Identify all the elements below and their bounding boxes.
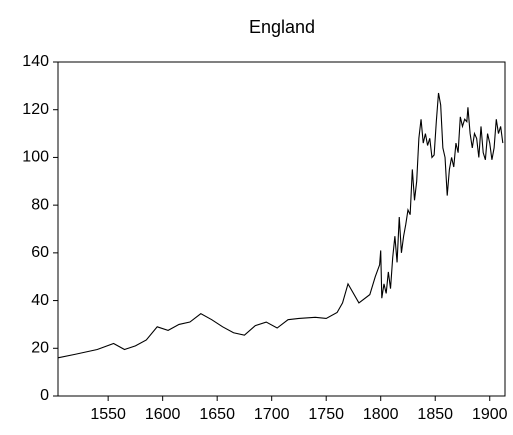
line [57, 92, 504, 359]
x-tick-label: 1900 [472, 406, 508, 423]
y-tick-label: 60 [31, 244, 49, 261]
y-tick-label: 20 [31, 340, 49, 357]
plot-frame [57, 61, 506, 397]
x-tick-label: 1800 [363, 406, 399, 423]
x-tick-label: 1750 [308, 406, 344, 423]
y-tick-label: 100 [22, 149, 49, 166]
y-tick-label: 40 [31, 292, 49, 309]
y-tick-label: 80 [31, 196, 49, 213]
x-tick-label: 1550 [90, 406, 126, 423]
chart-title: England [249, 17, 315, 37]
y-tick-label: 140 [22, 53, 49, 70]
x-tick-label: 1700 [254, 406, 290, 423]
x-tick-label: 1650 [199, 406, 235, 423]
x-tick-label: 1600 [145, 406, 181, 423]
x-tick-label: 1850 [417, 406, 453, 423]
y-tick-label: 0 [40, 387, 49, 404]
y-tick-label: 120 [22, 101, 49, 118]
